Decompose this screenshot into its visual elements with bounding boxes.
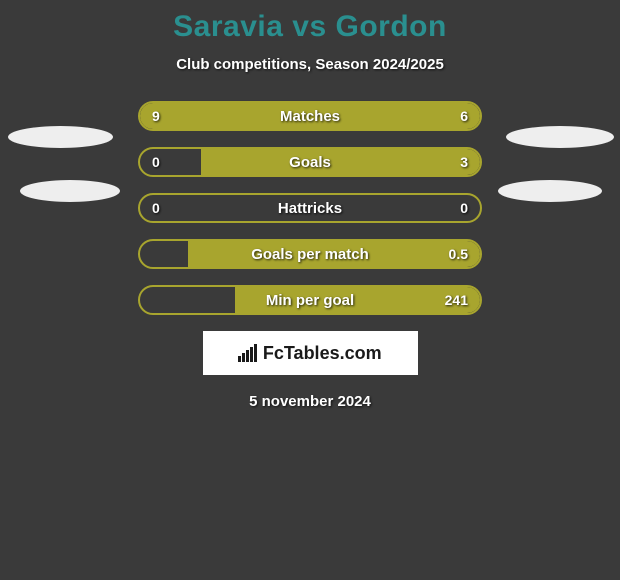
stat-label: Min per goal bbox=[140, 287, 480, 313]
subtitle: Club competitions, Season 2024/2025 bbox=[0, 56, 620, 73]
player1-name: Saravia bbox=[173, 10, 283, 43]
player2-name: Gordon bbox=[336, 10, 447, 43]
stat-value-right: 0.5 bbox=[449, 241, 468, 267]
brand-logo-content: FcTables.com bbox=[238, 343, 381, 364]
stat-label: Goals per match bbox=[140, 241, 480, 267]
decorative-ellipse-0 bbox=[8, 126, 113, 148]
stat-row-min-per-goal: Min per goal241 bbox=[138, 285, 482, 315]
stat-value-right: 241 bbox=[445, 287, 468, 313]
page-title: Saravia vs Gordon bbox=[0, 0, 620, 44]
stat-value-left: 0 bbox=[152, 149, 160, 175]
stat-row-matches: Matches9 6 bbox=[138, 101, 482, 131]
stat-value-right: 0 bbox=[460, 195, 468, 221]
stat-row-goals-per-match: Goals per match0.5 bbox=[138, 239, 482, 269]
stat-row-goals: Goals0 3 bbox=[138, 147, 482, 177]
stat-value-right: 3 bbox=[460, 149, 468, 175]
brand-name: FcTables.com bbox=[263, 343, 382, 364]
stat-row-hattricks: Hattricks0 0 bbox=[138, 193, 482, 223]
stat-value-right: 6 bbox=[460, 103, 468, 129]
chart-icon bbox=[238, 344, 257, 362]
vs-text: vs bbox=[292, 10, 326, 43]
decorative-ellipse-1 bbox=[20, 180, 120, 202]
stat-value-left: 0 bbox=[152, 195, 160, 221]
stat-label: Hattricks bbox=[140, 195, 480, 221]
stat-label: Goals bbox=[140, 149, 480, 175]
stat-value-left: 9 bbox=[152, 103, 160, 129]
brand-logo: FcTables.com bbox=[203, 331, 418, 375]
stat-label: Matches bbox=[140, 103, 480, 129]
decorative-ellipse-3 bbox=[498, 180, 602, 202]
decorative-ellipse-2 bbox=[506, 126, 614, 148]
date: 5 november 2024 bbox=[0, 393, 620, 410]
